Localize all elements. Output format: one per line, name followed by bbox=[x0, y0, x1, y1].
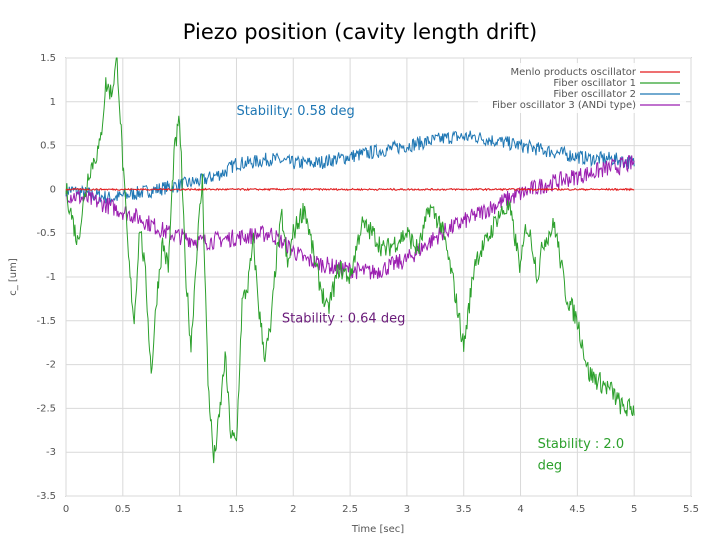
x-tick-label: 1.5 bbox=[229, 504, 245, 515]
x-tick-label: 0.5 bbox=[115, 504, 131, 515]
x-axis-label: Time [sec] bbox=[351, 524, 404, 535]
series-line-1 bbox=[65, 187, 635, 192]
legend-label: Fiber oscillator 1 bbox=[553, 78, 636, 89]
x-tick-label: 4 bbox=[517, 504, 523, 515]
series-line-2 bbox=[65, 57, 635, 464]
y-tick-label: 0 bbox=[50, 184, 56, 195]
stability-annotation: Stability: 0.58 deg bbox=[236, 104, 354, 119]
y-tick-label: -0.5 bbox=[36, 228, 56, 239]
stability-annotation: deg bbox=[538, 459, 563, 474]
x-tick-label: 5 bbox=[631, 504, 637, 515]
tick-labels: -3.5 -3 -2.5 -2 -1.5 -1 -0.5 0 0.5 1 1.5 0 0.5 1 1.5 2 2… bbox=[36, 53, 698, 515]
stability-annotation: Stability : 2.0 bbox=[538, 437, 625, 452]
x-tick-label: 3.5 bbox=[456, 504, 472, 515]
x-tick-label: 1 bbox=[176, 504, 182, 515]
y-axis-label: c_ [um] bbox=[8, 258, 19, 296]
y-tick-label: 0.5 bbox=[40, 141, 56, 152]
stability-annotation: Stability : 0.64 deg bbox=[282, 312, 405, 327]
annotations: Stability: 0.58 deg Stability : 0.64 deg S… bbox=[236, 104, 624, 474]
x-tick-label: 3 bbox=[404, 504, 410, 515]
legend-label: Fiber oscillator 3 (ANDi type) bbox=[492, 100, 636, 111]
y-tick-label: 1.5 bbox=[40, 53, 56, 64]
x-tick-label: 5.5 bbox=[683, 504, 699, 515]
x-tick-label: 0 bbox=[63, 504, 69, 515]
y-tick-label: 1 bbox=[50, 97, 56, 108]
legend-label: Fiber oscillator 2 bbox=[553, 89, 636, 100]
y-tick-label: -3.5 bbox=[36, 491, 56, 502]
y-tick-label: -3 bbox=[46, 447, 56, 458]
series-line-3 bbox=[65, 130, 635, 204]
x-tick-label: 2 bbox=[290, 504, 296, 515]
y-tick-label: -2 bbox=[46, 360, 56, 371]
slide-title: Piezo position (cavity length drift) bbox=[182, 20, 538, 44]
legend-label: Menlo products oscillator bbox=[511, 67, 637, 78]
x-tick-label: 2.5 bbox=[342, 504, 358, 515]
y-tick-label: -1 bbox=[46, 272, 56, 283]
grid-lines bbox=[65, 57, 692, 497]
data-lines bbox=[65, 57, 635, 464]
x-tick-label: 4.5 bbox=[569, 504, 585, 515]
y-tick-label: -1.5 bbox=[36, 316, 56, 327]
y-tick-label: -2.5 bbox=[36, 403, 56, 414]
series-line-4 bbox=[65, 154, 635, 280]
